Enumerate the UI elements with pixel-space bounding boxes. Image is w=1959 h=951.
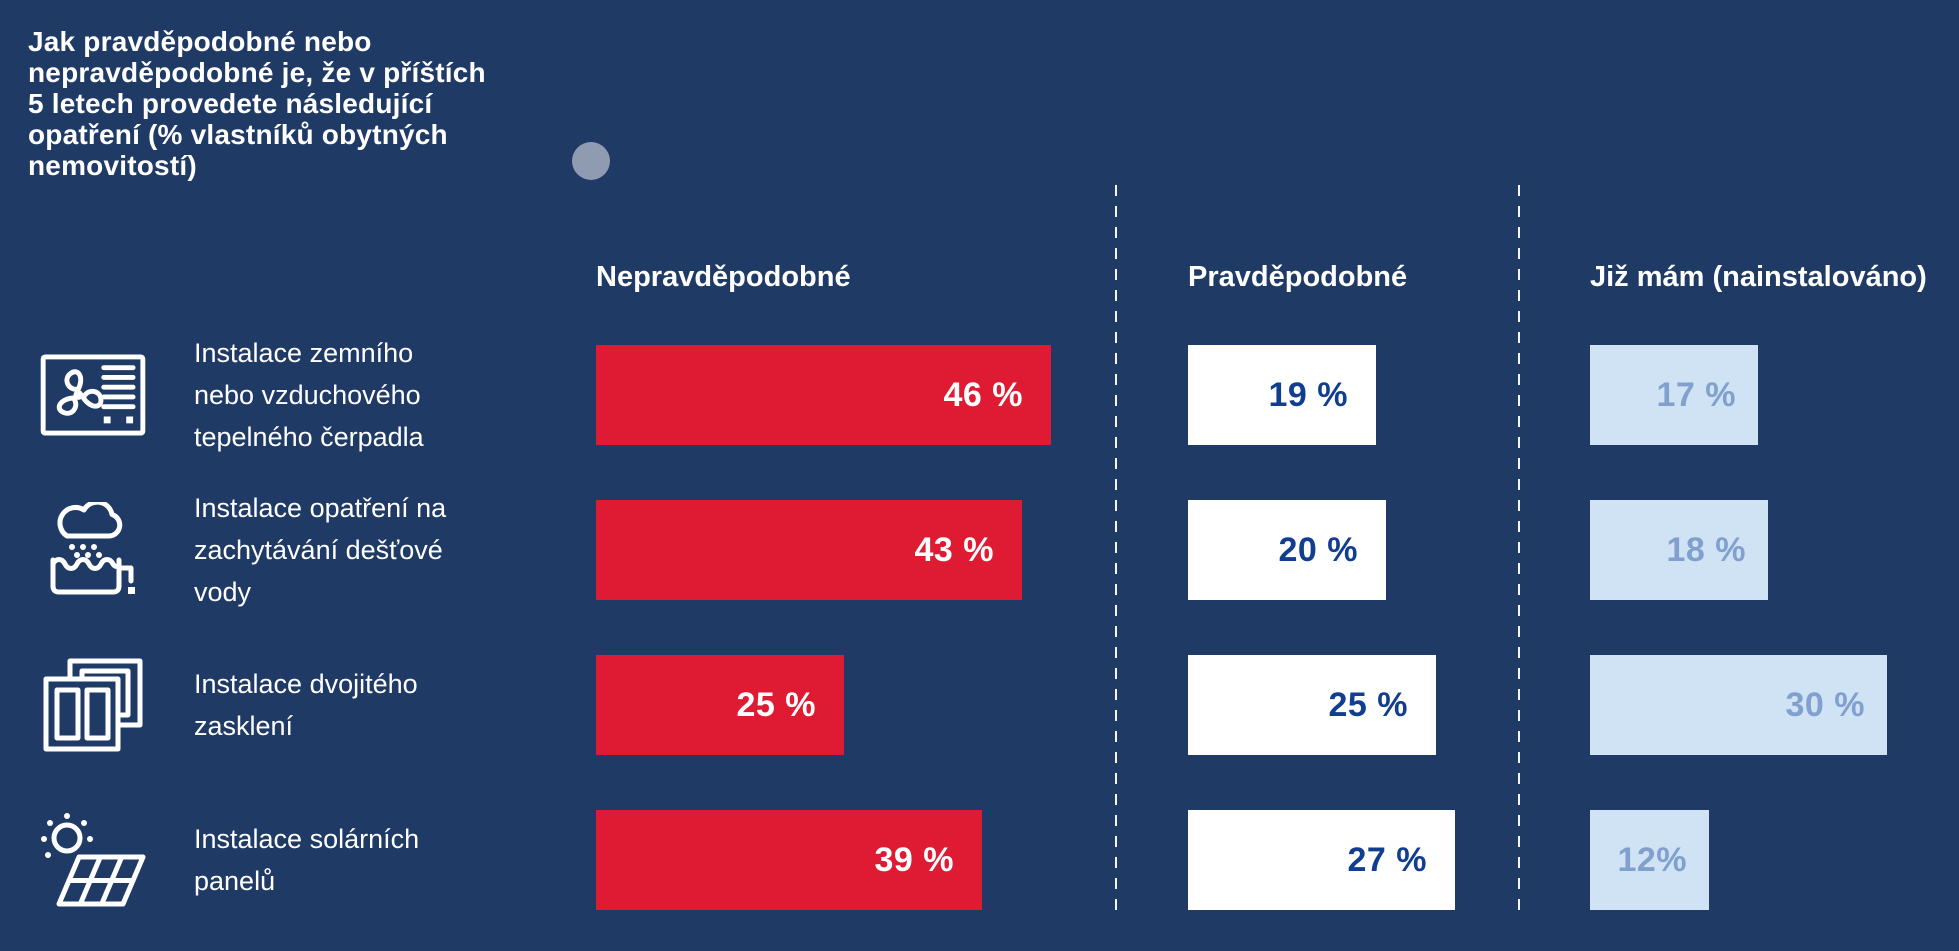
bar-installed: 30 % [1590,655,1887,755]
bar-value: 25 % [736,685,816,724]
bar-installed: 17 % [1590,345,1758,445]
bar-installed: 12% [1590,810,1709,910]
bar-likely: 20 % [1188,500,1386,600]
rainwater-icon [50,502,135,595]
row-label-line: zachytávání dešťové [194,535,443,565]
title-line: 5 letech provedete následující [28,88,433,119]
row-label-line: zasklení [194,711,294,741]
chart-title: Jak pravděpodobné nebo nepravděpodobné j… [28,26,486,181]
row-label-line: panelů [194,866,276,896]
row-icon-cell [34,500,152,600]
title-line: nepravděpodobné je, že v příštích [28,57,486,88]
bar-value: 46 % [943,375,1023,414]
chart-row: Instalace dvojitého zasklení 25 % 25 % 3… [0,655,1959,755]
heat-pump-icon [40,354,146,436]
row-label-line: tepelného čerpadla [194,422,424,452]
bar-unlikely: 43 % [596,500,1022,600]
row-label-line: Instalace zemního [194,338,414,368]
title-line: Jak pravděpodobné nebo [28,26,372,57]
row-icon-cell [34,810,152,910]
double-glazing-icon [43,658,143,752]
column-header-likely: Pravděpodobné [1188,261,1408,293]
bar-installed: 18 % [1590,500,1768,600]
column-divider [1518,185,1520,915]
chart-row: Instalace opatření na zachytávání dešťov… [0,493,1959,607]
row-label-line: nebo vzduchového [194,380,421,410]
row-label-line: Instalace dvojitého [194,669,418,699]
chart-row: Instalace zemního nebo vzduchového tepel… [0,338,1959,452]
column-header-unlikely: Nepravděpodobné [596,261,851,293]
row-icon-cell [34,655,152,755]
bar-value: 25 % [1328,685,1408,724]
row-label: Instalace dvojitého zasklení [194,663,418,747]
row-icon-cell [34,345,152,445]
gray-dot [572,142,610,180]
bar-unlikely: 46 % [596,345,1051,445]
bar-likely: 19 % [1188,345,1376,445]
title-line: nemovitostí) [28,150,197,181]
row-label-line: Instalace solárních [194,824,420,854]
bar-value: 12% [1617,840,1687,879]
bar-likely: 25 % [1188,655,1436,755]
bar-likely: 27 % [1188,810,1455,910]
bar-value: 20 % [1278,530,1358,569]
bar-value: 19 % [1268,375,1348,414]
row-label-line: vody [194,577,252,607]
chart-row: Instalace solárních panelů 39 % 27 % 12% [0,810,1959,910]
bar-value: 17 % [1656,375,1736,414]
column-divider [1115,185,1117,915]
row-label: Instalace opatření na zachytávání dešťov… [194,487,446,613]
bar-value: 39 % [874,840,954,879]
bar-unlikely: 25 % [596,655,844,755]
title-line: opatření (% vlastníků obytných [28,119,448,150]
bar-value: 27 % [1347,840,1427,879]
column-header-installed: Již mám (nainstalováno) [1590,261,1927,293]
row-label: Instalace solárních panelů [194,818,419,902]
bar-unlikely: 39 % [596,810,982,910]
bar-value: 30 % [1785,685,1865,724]
solar-panel-icon [41,812,146,906]
bar-value: 18 % [1666,530,1746,569]
row-label-line: Instalace opatření na [194,493,447,523]
row-label: Instalace zemního nebo vzduchového tepel… [194,332,424,458]
bar-value: 43 % [914,530,994,569]
